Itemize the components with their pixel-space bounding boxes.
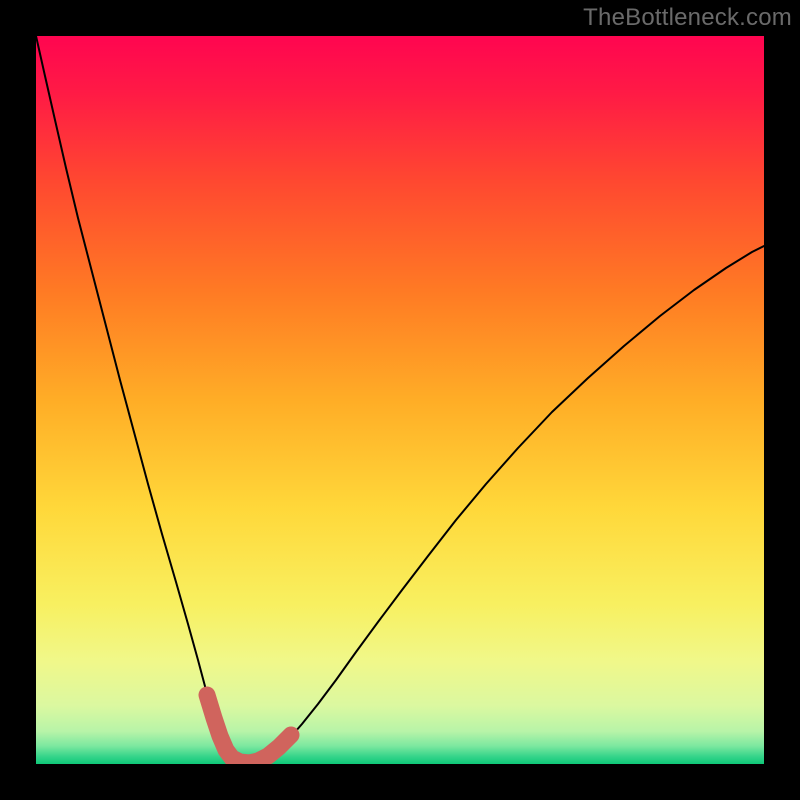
bottleneck-plot	[0, 0, 800, 800]
gradient-background	[36, 36, 764, 764]
watermark-text: TheBottleneck.com	[583, 4, 792, 32]
chart-container: TheBottleneck.com	[0, 0, 800, 800]
